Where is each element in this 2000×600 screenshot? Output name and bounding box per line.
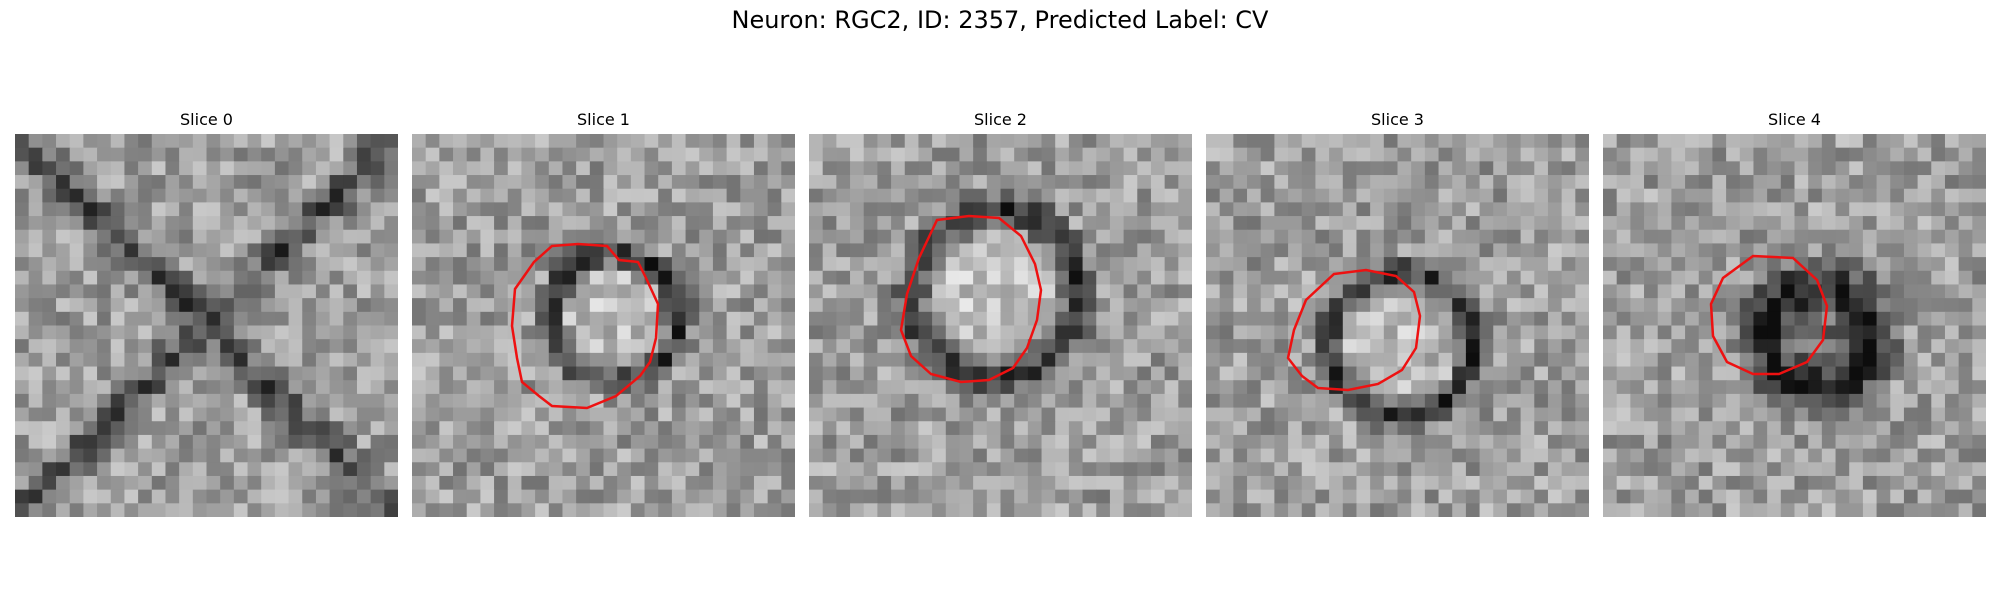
slice-panel-0: Slice 0 [15,108,398,517]
slice-panel-2: Slice 2 [809,108,1192,517]
slice-title-1: Slice 1 [577,110,630,129]
slice-panel-4: Slice 4 [1603,108,1986,517]
slice-title-2: Slice 2 [974,110,1027,129]
slice-image-4 [1603,134,1986,517]
slice-panel-1: Slice 1 [412,108,795,517]
slice-panel-3: Slice 3 [1206,108,1589,517]
slice-title-4: Slice 4 [1768,110,1821,129]
slice-image-2 [809,134,1192,517]
segmentation-contour-1 [510,242,660,410]
slice-title-0: Slice 0 [180,110,233,129]
segmentation-contour-2 [899,214,1043,384]
slice-title-3: Slice 3 [1371,110,1424,129]
slice-image-3 [1206,134,1589,517]
segmentation-contour-3 [1286,268,1422,392]
segmentation-contour-4 [1709,254,1829,376]
slice-image-0 [15,134,398,517]
figure-title: Neuron: RGC2, ID: 2357, Predicted Label:… [731,6,1269,34]
slice-image-1 [412,134,795,517]
